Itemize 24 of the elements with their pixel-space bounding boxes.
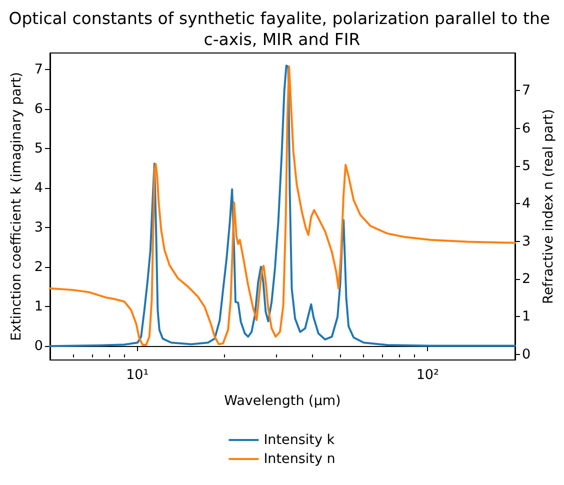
y2-tick-label: 3 <box>522 233 531 250</box>
y2-tick-label: 1 <box>522 308 531 325</box>
y-tick-label: 3 <box>34 220 43 236</box>
x-tick-label: 10² <box>416 367 439 383</box>
y-tick-label: 0 <box>34 338 43 354</box>
y2-axis-title: Refractive index n (real part) <box>540 109 556 304</box>
legend-label: Intensity n <box>264 451 336 467</box>
y2-tick-label: 7 <box>522 82 531 99</box>
y-tick-label: 4 <box>34 180 43 196</box>
y2-tick-label: 5 <box>522 158 531 174</box>
y-tick-label: 7 <box>34 62 43 78</box>
y-tick-label: 6 <box>34 101 43 118</box>
chart-title: Optical constants of synthetic fayalite, polarization parallel to the c-axis, MIR and FIR <box>8 9 556 49</box>
y-tick-label: 5 <box>34 140 43 157</box>
x-tick-label: 10¹ <box>126 367 149 383</box>
legend-label: Intensity k <box>264 432 335 448</box>
y2-tick-label: 6 <box>522 120 531 136</box>
y-tick-label: 1 <box>34 298 43 315</box>
y-tick-label: 2 <box>34 259 43 276</box>
x-axis-title: Wavelength (μm) <box>224 393 341 409</box>
y2-tick-label: 4 <box>522 196 531 212</box>
y2-tick-label: 0 <box>522 346 531 362</box>
y2-tick-label: 2 <box>522 271 531 288</box>
y-axis-title: Extinction coefficient k (imaginary part) <box>8 72 25 341</box>
